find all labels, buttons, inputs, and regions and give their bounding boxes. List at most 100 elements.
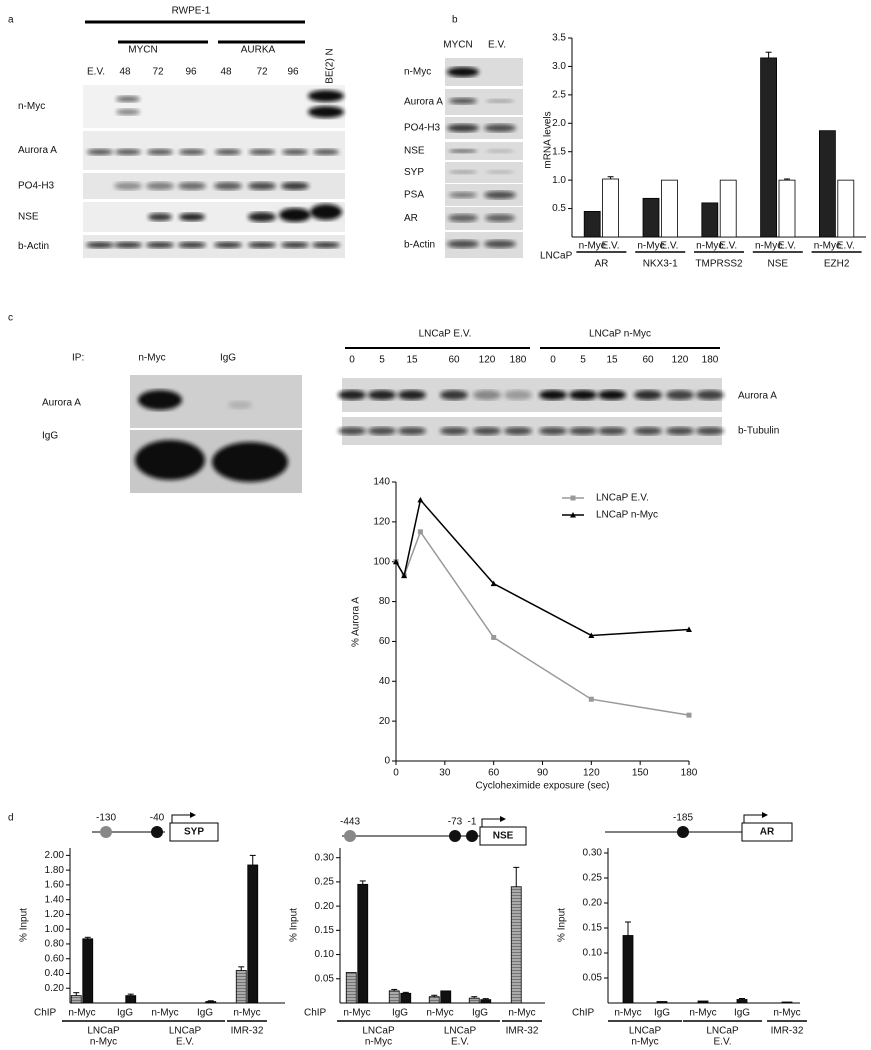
blot-band xyxy=(485,214,515,222)
legend-label: LNCaP n-Myc xyxy=(596,510,658,521)
blot-strip xyxy=(83,235,345,258)
site-label: -73 xyxy=(448,817,463,828)
y-tick-label: 60 xyxy=(379,636,391,647)
bar xyxy=(510,886,522,1004)
y-tick-label: 20 xyxy=(379,716,391,727)
blot-band xyxy=(666,390,694,400)
y-axis-label: mRNA levels xyxy=(543,111,554,168)
series-label: E.V. xyxy=(602,241,620,252)
bar xyxy=(468,997,480,1004)
y-tick-label: 120 xyxy=(373,516,390,527)
blot-band xyxy=(634,427,662,435)
series-label: n-Myc xyxy=(579,241,606,252)
row-label: NSE xyxy=(18,212,39,223)
lane-label: 15 xyxy=(606,355,618,366)
group-label: IMR-32 xyxy=(231,1026,264,1037)
y-tick-label: 0.60 xyxy=(45,953,65,964)
x-tick-label: n-Myc xyxy=(426,1008,453,1019)
blot-band xyxy=(398,390,426,400)
y-tick-label: 0.30 xyxy=(583,848,603,859)
group-label: n-Myc xyxy=(365,1037,392,1048)
blot-group: MYCN xyxy=(128,45,157,56)
group-label: E.V. xyxy=(451,1037,469,1048)
blot-band xyxy=(248,182,276,190)
lane-label: 5 xyxy=(379,355,385,366)
bar xyxy=(736,999,748,1004)
blot-band xyxy=(248,242,276,248)
row-label: PO4-H3 xyxy=(404,123,441,134)
bar xyxy=(656,1001,668,1004)
y-tick-label: 1.60 xyxy=(45,880,65,891)
y-tick-label: 100 xyxy=(373,556,390,567)
x-tick-label: EZH2 xyxy=(824,259,850,270)
marker xyxy=(417,529,423,535)
row-label: Aurora A xyxy=(18,145,57,156)
blot-band xyxy=(440,427,468,435)
x-tick-label: n-Myc xyxy=(151,1008,178,1019)
marker xyxy=(417,496,424,503)
y-tick-label: 1.20 xyxy=(45,909,65,920)
blot-band xyxy=(696,427,724,435)
blot-band xyxy=(447,67,479,77)
x-tick-label: 0 xyxy=(393,768,399,779)
blot-band xyxy=(666,427,694,435)
y-tick-label: 0.25 xyxy=(583,873,603,884)
row-label: n-Myc xyxy=(18,101,45,112)
y-tick-label: 0.05 xyxy=(583,973,603,984)
blot-band xyxy=(215,149,241,155)
y-tick-label: 1.00 xyxy=(45,924,65,935)
x-axis-label: Cycloheximide exposure (sec) xyxy=(476,781,610,792)
bar xyxy=(125,995,137,1004)
x-tick-label: 180 xyxy=(681,768,698,779)
series-label: n-Myc xyxy=(637,241,664,252)
blot-band xyxy=(634,390,662,400)
x-tick-label: 150 xyxy=(632,768,649,779)
lane-label: 96 xyxy=(185,67,197,78)
gene-name: AR xyxy=(760,827,775,838)
marker xyxy=(588,696,594,702)
bar xyxy=(82,938,94,1004)
x-tick-label: n-Myc xyxy=(689,1008,716,1019)
blot-band xyxy=(147,149,173,155)
blot-band xyxy=(248,212,276,222)
group-label: LNCaP xyxy=(87,1026,120,1037)
x-tick-label: IgG xyxy=(392,1008,408,1019)
line xyxy=(395,530,690,716)
blot-band xyxy=(569,427,597,435)
y-tick-label: 1.80 xyxy=(45,865,65,876)
series-label: E.V. xyxy=(719,241,737,252)
ebox xyxy=(151,826,163,838)
blot-band xyxy=(449,170,477,174)
blot-band xyxy=(214,182,242,190)
y-axis-label: % Input xyxy=(557,908,568,942)
blot-group: LNCaP E.V. xyxy=(419,329,472,340)
blot-band xyxy=(115,149,141,155)
lane-label: 60 xyxy=(448,355,460,366)
blot-band xyxy=(281,182,309,190)
x-tick-label: AR xyxy=(594,259,608,270)
tss-arrow xyxy=(743,814,762,823)
group-label: E.V. xyxy=(176,1037,194,1048)
y-tick-label: 0.10 xyxy=(315,949,335,960)
bar xyxy=(760,57,777,238)
tss-arrow xyxy=(481,818,500,827)
blot-band xyxy=(338,427,366,435)
blot-band xyxy=(449,192,477,198)
lane-label: MYCN xyxy=(443,40,472,51)
y-axis-label: % Input xyxy=(289,908,300,942)
bar xyxy=(661,179,678,238)
bar xyxy=(719,179,737,238)
lane-label: 180 xyxy=(510,355,527,366)
y-tick-label: 0.15 xyxy=(583,923,603,934)
group-label: LNCaP xyxy=(629,1026,662,1037)
bar xyxy=(440,990,452,1004)
x-tick-label: n-Myc xyxy=(773,1008,800,1019)
x-tick-label: IgG xyxy=(197,1008,213,1019)
group-label: LNCaP xyxy=(362,1026,395,1037)
y-tick-label: 0.20 xyxy=(315,901,335,912)
bar xyxy=(583,211,601,238)
blot-band xyxy=(178,242,206,248)
y-tick-label: 0.05 xyxy=(315,973,335,984)
x-tick-label: n-Myc xyxy=(508,1008,535,1019)
blot-band xyxy=(312,242,340,248)
